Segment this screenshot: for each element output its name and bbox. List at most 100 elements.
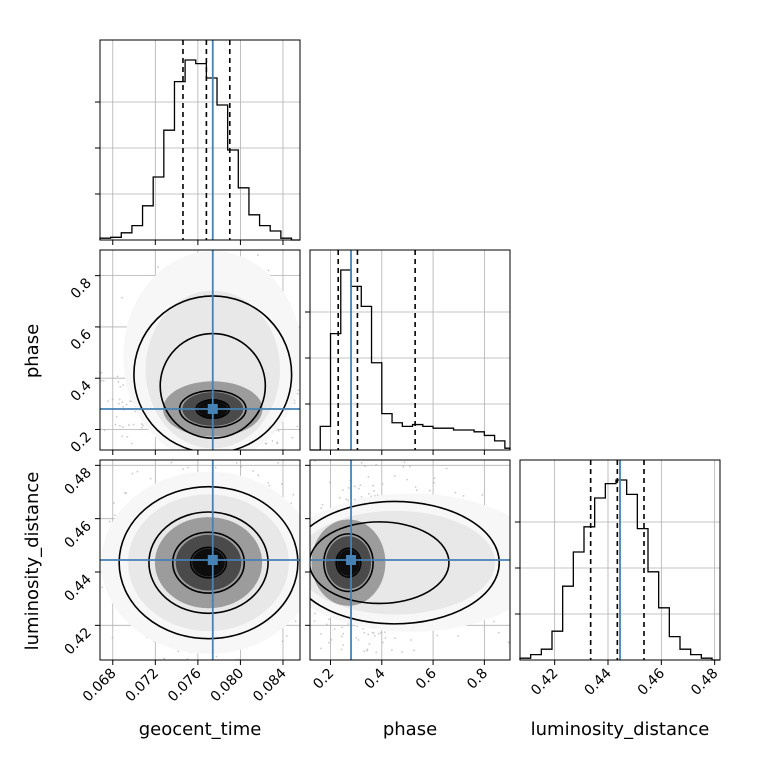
scatter-point: [267, 269, 270, 272]
scatter-point: [119, 385, 122, 388]
scatter-point: [257, 474, 260, 477]
scatter-point: [347, 499, 350, 502]
scatter-point: [100, 379, 103, 382]
scatter-point: [290, 502, 293, 505]
contour-line: [189, 546, 228, 579]
scatter-point: [136, 470, 139, 473]
scatter-point: [186, 658, 189, 660]
scatter-point: [373, 490, 376, 492]
truth-marker: [346, 555, 357, 565]
scatter-point: [402, 465, 405, 468]
scatter-point: [131, 472, 134, 475]
scatter-point: [371, 631, 374, 634]
scatter-point: [360, 496, 363, 498]
plot-area: [310, 460, 510, 660]
scatter-point: [265, 442, 268, 445]
truth-marker: [207, 555, 218, 565]
scatter-point: [403, 461, 406, 464]
scatter-point: [100, 371, 103, 374]
scatter-point: [436, 634, 439, 637]
scatter-point: [445, 467, 448, 470]
panel-frame: [519, 459, 721, 661]
scatter-point: [256, 254, 259, 257]
scatter-point: [182, 468, 184, 471]
scatter-point: [345, 498, 348, 501]
scatter-point: [125, 492, 128, 494]
scatter-point: [117, 380, 120, 383]
contour-line: [148, 511, 269, 615]
scatter-point: [271, 440, 274, 442]
panel-frame: [309, 249, 511, 451]
scatter-point: [111, 398, 114, 401]
scatter-point: [413, 649, 415, 652]
scatter-point: [363, 650, 366, 653]
scatter-point: [368, 492, 370, 495]
scatter-point: [347, 487, 350, 489]
scatter-point: [296, 392, 299, 395]
scatter-point: [291, 436, 294, 439]
scatter-point: [391, 649, 393, 652]
scatter-point: [360, 462, 363, 464]
panel-frame: [99, 249, 301, 451]
scatter-point: [141, 426, 143, 429]
scatter-point: [125, 403, 128, 406]
scatter-point: [107, 400, 109, 402]
scatter-point: [401, 651, 403, 653]
contour-line: [310, 500, 500, 625]
scatter-point: [313, 612, 316, 615]
scatter-point: [340, 635, 343, 638]
axis-labels: geocent_time phase luminosity_distance p…: [22, 324, 709, 740]
scatter-point: [328, 618, 330, 621]
scatter-point: [359, 484, 362, 487]
scatter-point: [129, 400, 132, 403]
scatter-point: [240, 465, 243, 468]
scatter-point: [170, 461, 173, 464]
scatter-point: [118, 424, 121, 427]
scatter-point: [142, 424, 144, 427]
scatter-point: [393, 475, 396, 477]
scatter-point: [372, 484, 374, 487]
scatter-point: [277, 430, 280, 432]
scatter-point: [108, 520, 111, 523]
scatter-point: [294, 620, 297, 623]
hist-panel-geocent-time: [95, 39, 301, 245]
scatter-point: [357, 639, 360, 641]
scatter-point: [428, 489, 431, 492]
scatter-point: [157, 266, 160, 268]
scatter-point: [328, 641, 330, 644]
scatter-point: [280, 482, 283, 485]
scatter-point: [414, 486, 417, 488]
histogram-step: [519, 479, 720, 661]
scatter-point: [102, 379, 105, 382]
scatter-point: [293, 402, 296, 405]
scatter-point: [321, 503, 324, 506]
scatter-point: [114, 423, 117, 426]
scatter-point: [127, 424, 130, 426]
scatter-point: [285, 635, 288, 637]
scatter-point: [330, 638, 333, 641]
scatter-point: [320, 507, 323, 510]
plot-area: [100, 460, 300, 660]
scatter-point: [409, 465, 411, 468]
scatter-point: [121, 426, 124, 429]
plot-area: [100, 250, 300, 450]
scatter-point: [292, 493, 295, 496]
ylabel-phase: phase: [22, 324, 43, 378]
scatter-point: [276, 442, 279, 445]
scatter-point: [116, 375, 119, 378]
contour-line: [323, 533, 374, 593]
scatter-point: [381, 641, 384, 644]
scatter-point: [252, 470, 255, 472]
scatter-point: [122, 405, 124, 408]
scatter-point: [130, 442, 133, 445]
scatter-point: [118, 398, 121, 401]
scatter-point: [364, 465, 366, 468]
scatter-point: [481, 494, 484, 496]
scatter-point: [214, 466, 217, 469]
scatter-point: [341, 626, 343, 629]
scatter-point: [122, 384, 124, 386]
scatter-point: [319, 633, 322, 635]
scatter-point: [268, 484, 271, 487]
